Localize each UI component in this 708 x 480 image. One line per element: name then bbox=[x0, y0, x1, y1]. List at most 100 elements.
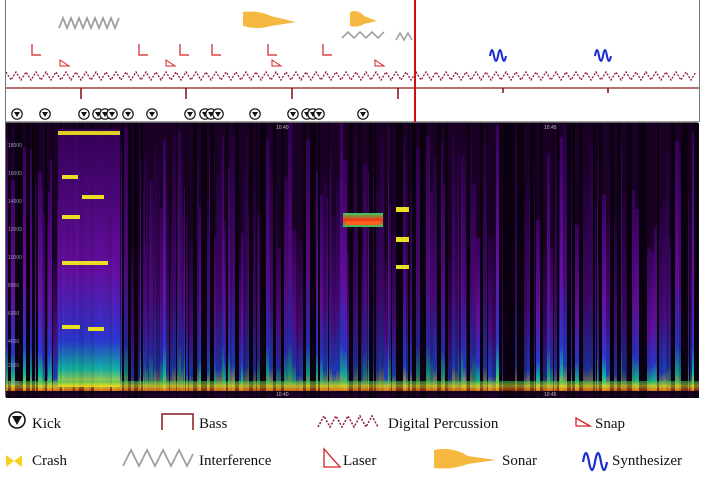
spectrogram-column-94 bbox=[214, 237, 216, 391]
spectrogram-column-118 bbox=[269, 127, 270, 391]
spectrogram-column-214 bbox=[520, 123, 524, 398]
spectrogram-column-215 bbox=[524, 198, 527, 391]
spectrogram-column-244 bbox=[597, 162, 598, 391]
spectrogram-column-67 bbox=[156, 161, 160, 391]
spectrogram-column-283 bbox=[689, 123, 690, 398]
spectrogram-column-88 bbox=[204, 123, 205, 398]
spectrogram-panel: 18000 16000 14000 12000 10000 8000 6000 … bbox=[5, 122, 701, 398]
legend-laser-label: Laser bbox=[343, 453, 377, 469]
spectrogram-column-164 bbox=[388, 126, 389, 391]
snap-event-1 bbox=[59, 59, 71, 67]
spectrogram-column-183 bbox=[440, 123, 441, 398]
sonar-tonal-band-lower bbox=[346, 221, 380, 225]
legend-kick-label: Kick bbox=[32, 416, 62, 432]
spectrogram-column-193 bbox=[463, 149, 466, 391]
spectrogram-column-106 bbox=[241, 233, 243, 391]
spectrogram-column-5 bbox=[18, 123, 20, 398]
spectrogram-column-68 bbox=[160, 208, 163, 391]
spectrogram-column-21 bbox=[53, 258, 57, 391]
digital-percussion-track bbox=[5, 70, 697, 82]
spectrogram-column-138 bbox=[320, 194, 323, 391]
spectrogram-column-251 bbox=[609, 154, 610, 391]
spectrogram-column-141 bbox=[328, 123, 329, 398]
spectrogram-column-168 bbox=[395, 193, 396, 391]
spectrogram-column-128 bbox=[299, 239, 303, 391]
spectrogram-column-95 bbox=[216, 173, 220, 391]
spectrogram-column-86 bbox=[199, 206, 201, 391]
spectrogram-column-157 bbox=[369, 123, 373, 398]
kick-event-12 bbox=[212, 108, 224, 120]
broadband-top-band bbox=[58, 131, 120, 135]
spectrogram-column-131 bbox=[310, 123, 312, 398]
spectrogram-column-91 bbox=[209, 134, 210, 391]
spectrogram-column-136 bbox=[318, 123, 319, 398]
spectrogram-column-219 bbox=[535, 123, 536, 398]
sonar-event-1 bbox=[243, 11, 296, 28]
spectrogram-column-260 bbox=[629, 123, 632, 398]
spectrogram-column-191 bbox=[459, 249, 461, 391]
interference-event-3 bbox=[395, 31, 413, 42]
spectrogram-column-217 bbox=[530, 123, 534, 398]
spectrogram-column-120 bbox=[273, 123, 276, 398]
legend-synthesizer-symbol bbox=[581, 451, 609, 472]
spectrogram-column-277 bbox=[675, 141, 679, 391]
synthesizer-event-2 bbox=[594, 49, 612, 62]
spectrogram-column-224 bbox=[550, 247, 553, 391]
spectrogram-column-187 bbox=[448, 260, 452, 391]
spectrogram-column-236 bbox=[575, 225, 579, 391]
spectrogram-column-190 bbox=[458, 154, 459, 391]
spectrogram-column-268 bbox=[656, 225, 657, 391]
spectrogram-column-107 bbox=[243, 171, 246, 391]
spectrogram-column-254 bbox=[617, 123, 620, 398]
spectrogram-column-61 bbox=[145, 242, 146, 391]
tonal-band-5 bbox=[62, 325, 80, 329]
spectrogram-column-211 bbox=[512, 123, 515, 398]
spectrogram-column-89 bbox=[205, 123, 207, 398]
spectrogram-column-189 bbox=[455, 171, 458, 391]
kick-event-14 bbox=[287, 108, 299, 120]
spectrogram-column-166 bbox=[391, 123, 392, 398]
spectrogram-column-63 bbox=[148, 247, 149, 391]
spectrogram-column-158 bbox=[373, 134, 374, 391]
spectrogram-column-79 bbox=[184, 187, 185, 391]
spectrogram-column-13 bbox=[38, 172, 42, 391]
spectrogram-column-78 bbox=[183, 215, 184, 391]
spectrogram-column-154 bbox=[363, 164, 367, 391]
spectrogram-column-239 bbox=[585, 179, 589, 391]
spectrogram-column-210 bbox=[511, 123, 512, 398]
spectrogram-column-112 bbox=[256, 123, 257, 398]
tonal-band-4 bbox=[62, 261, 108, 265]
spectrogram-column-276 bbox=[671, 123, 675, 398]
laser-event-3 bbox=[179, 44, 189, 56]
legend-kick-symbol bbox=[8, 411, 26, 429]
legend-crash-label: Crash bbox=[32, 453, 67, 469]
spectrogram-column-243 bbox=[596, 123, 597, 398]
kick-event-18 bbox=[357, 108, 369, 120]
spectrogram-column-220 bbox=[536, 220, 540, 391]
spectrogram-column-186 bbox=[445, 123, 448, 398]
spectrogram-column-169 bbox=[396, 123, 399, 398]
spectrogram-time-tick-bottom-2: 10:45 bbox=[544, 392, 557, 398]
spectrogram-column-196 bbox=[470, 139, 472, 391]
spectrogram-column-115 bbox=[261, 123, 265, 398]
legend-snap-label: Snap bbox=[595, 416, 625, 432]
spectrogram-column-11 bbox=[35, 185, 36, 391]
spectrogram-column-19 bbox=[50, 159, 52, 391]
spectrogram-column-165 bbox=[389, 202, 391, 391]
freq-tick-label: 12000 bbox=[8, 227, 22, 233]
spectrogram-column-156 bbox=[368, 172, 369, 391]
spectrogram-column-50 bbox=[121, 146, 122, 391]
spectrogram-column-134 bbox=[315, 123, 316, 398]
spectrogram-column-248 bbox=[601, 123, 602, 398]
spectrogram-column-15 bbox=[43, 214, 45, 391]
spectrogram-column-160 bbox=[376, 183, 379, 391]
spectrogram-column-259 bbox=[627, 123, 629, 398]
spectrogram-column-2 bbox=[8, 123, 11, 398]
spectrogram-column-59 bbox=[143, 186, 144, 391]
spectrogram-column-287 bbox=[698, 123, 701, 398]
laser-event-6 bbox=[322, 44, 332, 56]
spectrogram-column-16 bbox=[45, 123, 47, 398]
spectrogram-column-129 bbox=[303, 123, 306, 398]
kick-event-3 bbox=[78, 108, 90, 120]
spectrogram-column-218 bbox=[534, 157, 535, 391]
